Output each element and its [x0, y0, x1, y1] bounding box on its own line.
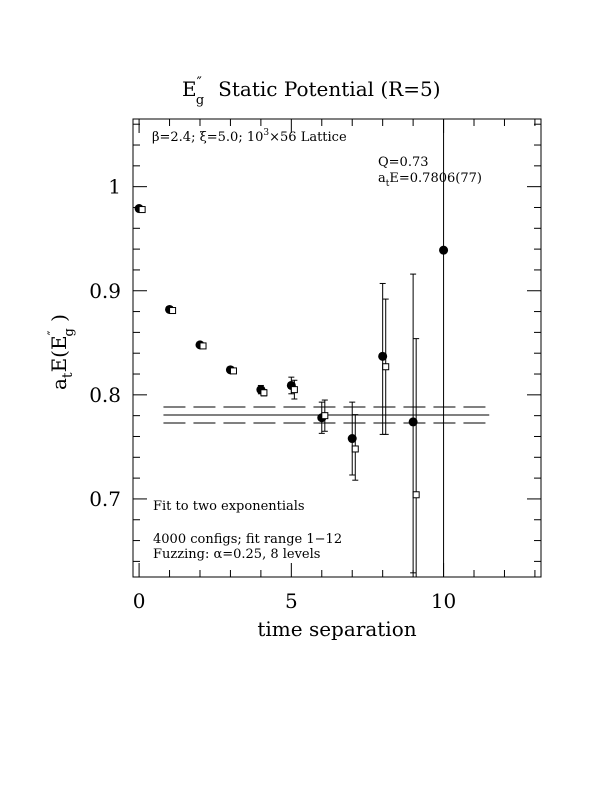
chart-title-main: E	[182, 77, 197, 101]
q-label: Q=0.73	[378, 155, 429, 170]
data-point-circle	[408, 417, 418, 427]
y-axis-label-sup: ″	[46, 330, 61, 335]
chart-title-sub: g	[196, 93, 204, 108]
data-point-circle	[347, 434, 357, 444]
data-point-square	[321, 412, 329, 420]
x-tick-label: 5	[285, 589, 298, 613]
fit-value-sub: t	[386, 179, 390, 189]
data-point-square	[260, 389, 268, 397]
data-point-square	[169, 307, 177, 315]
y-axis-label: atE(E″g )	[46, 314, 77, 390]
axis-tick-labels: 0 5 10 0.7 0.8 0.9 1	[89, 175, 456, 613]
x-tick-label: 0	[133, 589, 146, 613]
y-axis-label-mid: E(E	[47, 335, 71, 372]
plot-frame	[132, 118, 542, 578]
fit-value-a: a	[378, 171, 386, 186]
lattice-label-pre: β=2.4; ξ=5.0; 10	[152, 130, 263, 145]
data-series	[134, 118, 449, 578]
chart-title-sup: ″	[197, 75, 202, 91]
y-tick-label: 0.9	[89, 279, 121, 303]
configs-label: 4000 configs; fit range 1−12	[153, 532, 342, 547]
fit-value-label: atE=0.7806(77)	[378, 171, 482, 189]
data-point-square	[229, 367, 237, 375]
series-filled-circle	[134, 118, 449, 578]
data-point-square	[351, 445, 359, 453]
data-point-square	[138, 206, 146, 214]
chart-title-rest: Static Potential (R=5)	[218, 77, 440, 101]
chart-title: E″ g Static Potential (R=5)	[182, 75, 441, 108]
x-tick-label: 10	[431, 589, 456, 613]
x-axis-label: time separation	[257, 617, 416, 641]
data-point-circle	[378, 351, 388, 361]
data-point-square	[412, 491, 420, 499]
data-point-circle	[439, 245, 449, 255]
fit-value-rest: E=0.7806(77)	[389, 171, 482, 186]
fit-method-label: Fit to two exponentials	[153, 499, 305, 514]
y-axis-label-sub: g	[62, 328, 77, 336]
lattice-label-post: ×56 Lattice	[269, 130, 347, 145]
fuzzing-label: Fuzzing: α=0.25, 8 levels	[153, 547, 320, 562]
y-axis-label-a: a	[47, 378, 71, 390]
y-tick-label: 0.7	[89, 487, 121, 511]
data-point-square	[382, 363, 390, 371]
y-axis-label-a-sub: t	[60, 372, 76, 378]
lattice-label-sup: 3	[263, 128, 269, 138]
data-point-square	[290, 386, 298, 394]
y-tick-label: 1	[108, 175, 121, 199]
y-tick-label: 0.8	[89, 383, 121, 407]
series-open-square	[138, 206, 420, 578]
data-point-square	[199, 342, 207, 350]
lattice-label: β=2.4; ξ=5.0; 103×56 Lattice	[152, 128, 347, 145]
y-axis-label-end: )	[47, 314, 71, 328]
